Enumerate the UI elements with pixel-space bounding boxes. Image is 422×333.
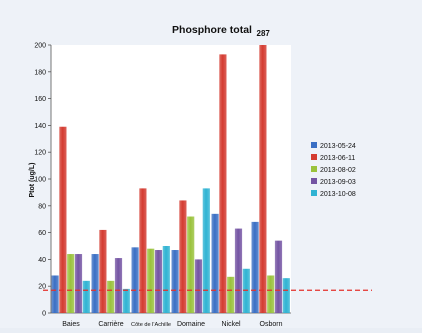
bar xyxy=(171,250,179,313)
bar xyxy=(82,280,90,313)
bar xyxy=(154,250,163,313)
x-tick-label: Domaine xyxy=(177,321,205,328)
y-tick-label: 0 xyxy=(42,311,46,318)
y-tick-label: 140 xyxy=(34,123,46,130)
legend-label: 2013-08-02 xyxy=(320,167,356,174)
y-tick-label: 160 xyxy=(34,96,46,103)
bar xyxy=(162,246,170,313)
x-tick-label: Osborn xyxy=(260,321,283,328)
bar xyxy=(211,213,219,313)
x-tick-label: Nickel xyxy=(221,321,241,328)
bar xyxy=(147,248,155,313)
legend-label: 2013-09-03 xyxy=(320,179,356,186)
bar xyxy=(202,188,210,313)
legend-label: 2013-06-11 xyxy=(320,155,355,162)
y-tick-label: 180 xyxy=(34,69,46,76)
bar xyxy=(219,54,227,313)
bar xyxy=(242,268,250,313)
bar xyxy=(234,228,243,313)
legend-swatch xyxy=(311,190,317,196)
legend-swatch xyxy=(311,166,317,172)
y-tick-label: 80 xyxy=(38,203,46,210)
y-axis-label: Ptot (ug/L) xyxy=(29,163,36,198)
y-tick-label: 200 xyxy=(34,43,46,50)
x-tick-label: Carrière xyxy=(98,321,123,328)
bar xyxy=(251,221,259,313)
bar xyxy=(114,258,123,313)
bar xyxy=(179,200,187,313)
bar xyxy=(194,259,203,313)
bar xyxy=(107,280,115,313)
legend-swatch xyxy=(311,154,317,160)
bar xyxy=(122,288,130,313)
bar xyxy=(99,229,107,313)
plot-area xyxy=(51,45,291,313)
y-tick-label: 100 xyxy=(34,177,46,184)
y-tick-label: 120 xyxy=(34,150,46,157)
bars xyxy=(51,45,290,314)
x-tick-label: Baies xyxy=(62,321,80,328)
data-label: 287 xyxy=(257,29,271,38)
y-tick-label: 60 xyxy=(38,230,46,237)
y-axis: 0 20 40 60 80 100 120 140 160 180 200 xyxy=(34,43,291,318)
bar xyxy=(91,254,99,313)
legend: 2013-05-24 2013-06-11 2013-08-02 2013-09-03… xyxy=(311,142,356,198)
bar xyxy=(131,247,139,313)
chart-title: Phosphore total xyxy=(172,24,252,36)
y-tick-label: 20 xyxy=(38,284,46,291)
bar xyxy=(282,278,290,313)
annotations: 287 xyxy=(257,29,271,38)
legend-swatch xyxy=(311,142,317,148)
bar xyxy=(139,188,147,313)
bar xyxy=(51,275,59,313)
bar xyxy=(274,240,283,313)
bar xyxy=(59,126,67,314)
bar xyxy=(259,45,267,313)
bar xyxy=(74,254,83,313)
bar xyxy=(267,275,275,313)
x-axis: Baies Carrière Côte de l'Achille Domaine Nic… xyxy=(51,312,291,328)
legend-label: 2013-05-24 xyxy=(320,143,356,150)
x-tick-label: Côte de l'Achille xyxy=(131,322,171,328)
bar xyxy=(67,254,75,313)
legend-swatch xyxy=(311,178,317,184)
bar xyxy=(227,276,235,313)
y-tick-label: 40 xyxy=(38,257,46,264)
legend-label: 2013-10-08 xyxy=(320,191,356,198)
bar xyxy=(187,216,195,313)
